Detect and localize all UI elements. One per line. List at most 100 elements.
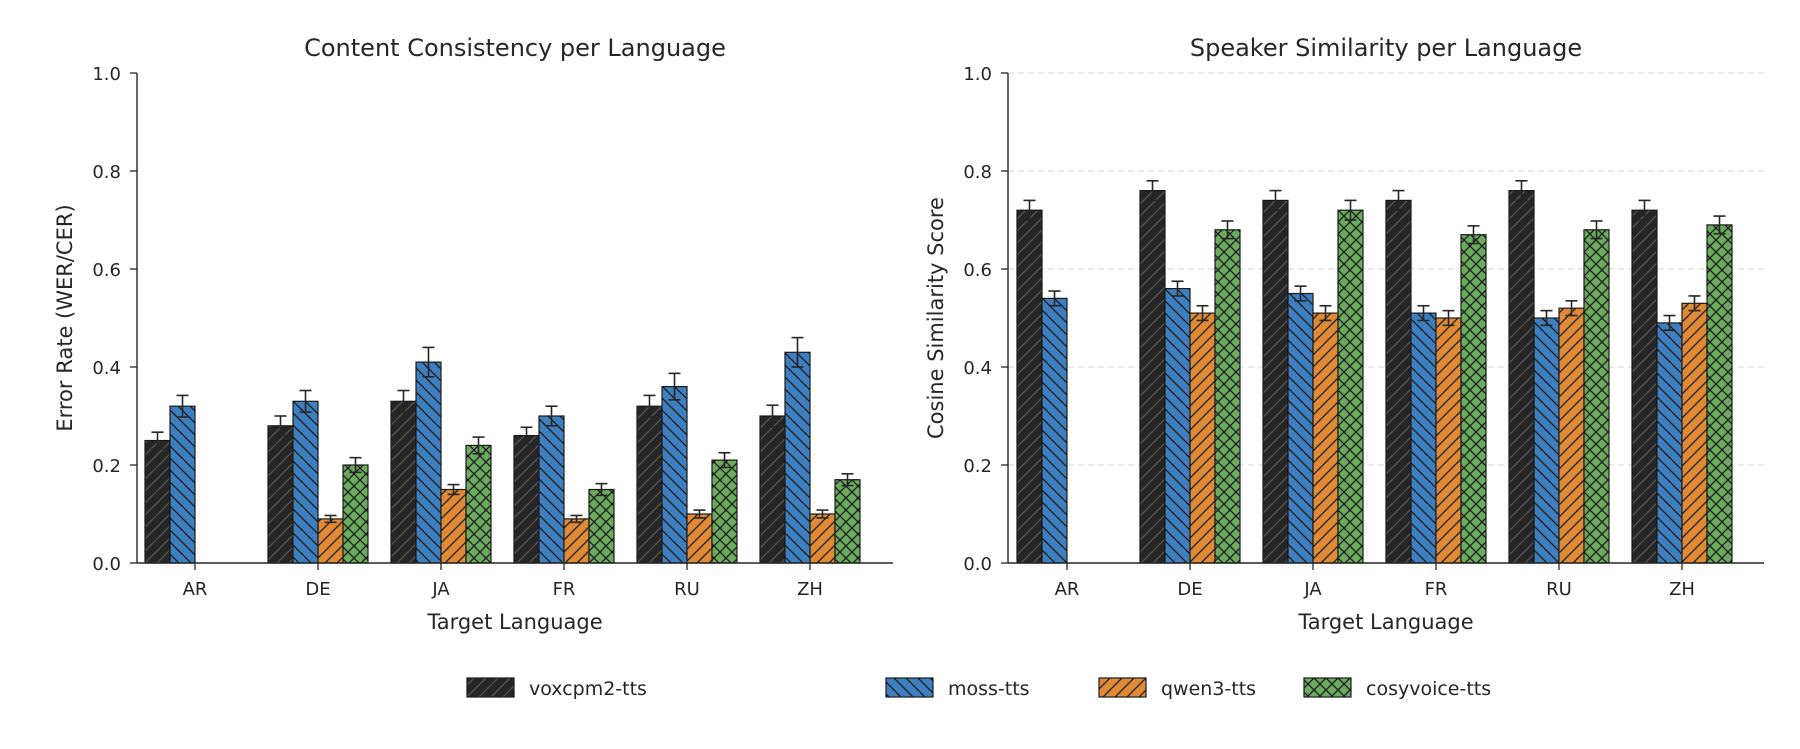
y-tick-label: 0.6 bbox=[92, 260, 121, 281]
y-axis-label: Error Rate (WER/CER) bbox=[53, 204, 77, 431]
bar-moss-tts-JA bbox=[415, 361, 442, 564]
error-bar bbox=[1442, 309, 1455, 327]
error-bar bbox=[1540, 309, 1553, 327]
bar-moss-tts-ZH bbox=[1656, 322, 1683, 564]
x-tick-label: DE bbox=[1177, 579, 1202, 600]
error-bar bbox=[151, 431, 164, 450]
bar-voxcpm2-tts-RU bbox=[1508, 190, 1535, 564]
bar-voxcpm2-tts-FR bbox=[513, 435, 540, 564]
error-bar bbox=[791, 336, 804, 368]
error-bar bbox=[176, 394, 189, 418]
bar-cosyvoice-tts-FR bbox=[1460, 234, 1487, 564]
bar-moss-tts-RU bbox=[661, 386, 688, 564]
bar-voxcpm2-tts-FR bbox=[1385, 199, 1412, 564]
x-tick-label: FR bbox=[553, 579, 576, 600]
error-bar bbox=[595, 482, 608, 497]
bar-moss-tts-DE bbox=[1164, 288, 1191, 564]
error-bar bbox=[1392, 189, 1405, 211]
y-tick-label: 0.4 bbox=[92, 358, 121, 379]
y-tick-label: 1.0 bbox=[92, 64, 121, 85]
error-bar bbox=[718, 451, 731, 469]
chart-title: Speaker Similarity per Language bbox=[1190, 34, 1582, 62]
legend-swatch bbox=[1098, 677, 1147, 698]
error-bar bbox=[841, 473, 854, 487]
error-bar bbox=[1048, 290, 1061, 307]
bar-moss-tts-DE bbox=[292, 400, 319, 564]
x-tick-label: AR bbox=[1055, 579, 1080, 600]
error-bar bbox=[1269, 189, 1282, 211]
error-bar bbox=[1196, 304, 1209, 322]
bar-moss-tts-FR bbox=[1410, 312, 1437, 564]
bar-voxcpm2-tts-ZH bbox=[759, 415, 786, 564]
error-bar bbox=[324, 514, 337, 524]
error-bar bbox=[1663, 314, 1676, 332]
y-tick-label: 0.6 bbox=[963, 260, 992, 281]
error-bar bbox=[1590, 220, 1603, 240]
error-bar bbox=[422, 346, 435, 378]
x-axis-label: Target Language bbox=[426, 610, 602, 634]
y-tick-label: 0.4 bbox=[963, 358, 992, 379]
legend-label: cosyvoice-tts bbox=[1366, 678, 1491, 700]
bar-cosyvoice-tts-JA bbox=[465, 444, 492, 564]
bar-moss-tts-RU bbox=[1533, 317, 1560, 564]
x-tick-label: FR bbox=[1425, 579, 1448, 600]
bar-qwen3-tts-FR bbox=[1435, 317, 1462, 564]
error-bar bbox=[1146, 180, 1159, 202]
legend-label: qwen3-tts bbox=[1161, 678, 1256, 700]
bar-moss-tts-FR bbox=[538, 415, 565, 564]
bar-cosyvoice-tts-JA bbox=[1337, 209, 1364, 564]
error-bar bbox=[520, 426, 533, 445]
legend: voxcpm2-tts moss-tts qwen3-tts cosyvoice-tt… bbox=[466, 677, 1491, 700]
legend-entry-moss-tts: moss-tts bbox=[885, 677, 1030, 700]
bar-cosyvoice-tts-DE bbox=[342, 464, 369, 564]
y-tick-label: 0.8 bbox=[92, 162, 121, 183]
bar-cosyvoice-tts-ZH bbox=[1706, 224, 1733, 564]
bar-voxcpm2-tts-RU bbox=[636, 405, 663, 564]
error-bar bbox=[545, 405, 558, 427]
bar-qwen3-tts-ZH bbox=[809, 513, 836, 564]
bar-voxcpm2-tts-JA bbox=[1262, 199, 1289, 564]
bar-voxcpm2-tts-AR bbox=[144, 439, 171, 564]
y-tick-label: 0.0 bbox=[92, 554, 121, 575]
error-bar bbox=[472, 436, 485, 455]
bar-moss-tts-JA bbox=[1287, 292, 1314, 564]
bar-voxcpm2-tts-DE bbox=[267, 425, 294, 564]
error-bar bbox=[299, 389, 312, 413]
legend-swatch bbox=[1303, 677, 1352, 698]
legend-swatch bbox=[885, 677, 934, 698]
bar-qwen3-tts-RU bbox=[686, 513, 713, 564]
bar-moss-tts-ZH bbox=[784, 351, 811, 564]
bar-cosyvoice-tts-FR bbox=[588, 488, 615, 564]
error-bar bbox=[1467, 225, 1480, 245]
x-tick-label: ZH bbox=[1669, 579, 1695, 600]
x-tick-label: RU bbox=[1546, 579, 1572, 600]
legend-entry-cosyvoice-tts: cosyvoice-tts bbox=[1303, 677, 1491, 700]
bar-qwen3-tts-JA bbox=[440, 488, 467, 564]
bar-qwen3-tts-FR bbox=[563, 518, 590, 564]
x-tick-label: JA bbox=[1303, 579, 1322, 600]
error-bar bbox=[397, 389, 410, 413]
bar-voxcpm2-tts-JA bbox=[390, 400, 417, 564]
x-tick-label: DE bbox=[305, 579, 330, 600]
legend-label: voxcpm2-tts bbox=[529, 678, 647, 700]
error-bar bbox=[1515, 180, 1528, 202]
error-bar bbox=[1713, 215, 1726, 235]
bar-qwen3-tts-JA bbox=[1312, 312, 1339, 564]
y-tick-label: 1.0 bbox=[963, 64, 992, 85]
y-tick-label: 0.2 bbox=[963, 456, 992, 477]
error-bar bbox=[766, 404, 779, 428]
bar-moss-tts-AR bbox=[1041, 297, 1068, 564]
x-tick-label: RU bbox=[674, 579, 700, 600]
chart-panel-2: Speaker Similarity per Language 0.0 0.2 0.4… bbox=[924, 34, 1764, 634]
x-tick-label: AR bbox=[183, 579, 208, 600]
bar-voxcpm2-tts-ZH bbox=[1631, 209, 1658, 564]
bar-qwen3-tts-RU bbox=[1558, 307, 1585, 564]
x-tick-label: JA bbox=[431, 579, 450, 600]
error-bar bbox=[1294, 285, 1307, 302]
x-axis-label: Target Language bbox=[1297, 610, 1473, 634]
bar-voxcpm2-tts-AR bbox=[1016, 209, 1043, 564]
error-bar bbox=[693, 509, 706, 519]
legend-entry-qwen3-tts: qwen3-tts bbox=[1098, 677, 1256, 700]
bar-cosyvoice-tts-ZH bbox=[834, 479, 861, 564]
